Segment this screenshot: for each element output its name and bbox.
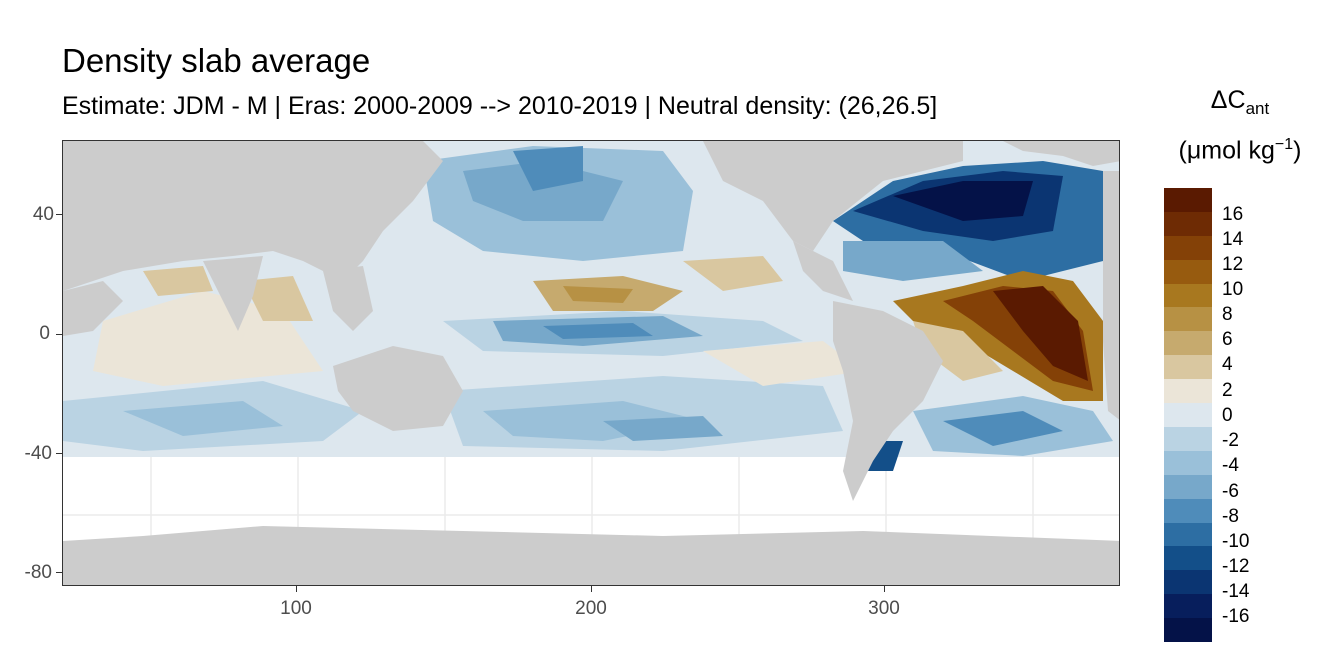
legend-label: 16 xyxy=(1222,204,1244,225)
legend-symbol: ΔC xyxy=(1210,86,1246,114)
land-masses xyxy=(63,141,1119,585)
legend-swatch xyxy=(1164,307,1212,332)
y-tick-mark xyxy=(56,334,62,335)
legend-label: 14 xyxy=(1222,229,1244,250)
legend-label: -6 xyxy=(1222,481,1239,502)
x-tick-label: 100 xyxy=(280,598,312,619)
x-tick-mark xyxy=(296,586,297,592)
map-svg xyxy=(63,141,1119,585)
legend-label: 8 xyxy=(1222,304,1233,325)
legend-units-main: (μmol kg xyxy=(1178,136,1275,165)
plot-subtitle: Estimate: JDM - M | Eras: 2000-2009 --> … xyxy=(62,92,938,120)
legend-label: 6 xyxy=(1222,329,1233,350)
legend-swatch xyxy=(1164,283,1212,308)
legend-label: 4 xyxy=(1222,354,1233,375)
anomaly-patches xyxy=(63,146,1113,471)
y-tick-mark xyxy=(56,572,62,573)
plot-title: Density slab average xyxy=(62,42,371,79)
y-tick-label: -40 xyxy=(24,443,52,464)
legend-label: 2 xyxy=(1222,380,1233,401)
map-panel xyxy=(62,140,1120,586)
legend-label: -16 xyxy=(1222,606,1250,627)
legend-label: 10 xyxy=(1222,279,1244,300)
legend-swatch xyxy=(1164,379,1212,404)
legend-swatch xyxy=(1164,450,1212,476)
y-tick-label: -80 xyxy=(24,562,52,583)
legend-label: -2 xyxy=(1222,430,1239,451)
y-tick-mark xyxy=(56,453,62,454)
legend-swatch xyxy=(1164,259,1212,285)
legend-colorbar xyxy=(1164,188,1212,643)
x-tick-label: 300 xyxy=(868,598,900,619)
y-tick-label: 40 xyxy=(32,204,54,225)
legend-title: ΔCant xyxy=(1160,86,1320,119)
legend-units-close: ) xyxy=(1293,136,1302,165)
x-tick-label: 200 xyxy=(575,598,607,619)
legend-label: -4 xyxy=(1222,455,1239,476)
y-tick-label: 0 xyxy=(39,323,50,344)
legend-swatch xyxy=(1164,331,1212,356)
x-tick-mark xyxy=(884,586,885,592)
legend-swatch xyxy=(1164,522,1212,547)
legend-label: -8 xyxy=(1222,506,1239,527)
legend-swatch xyxy=(1164,235,1212,261)
legend-swatch xyxy=(1164,403,1212,428)
legend-swatch xyxy=(1164,211,1212,237)
legend-label: -10 xyxy=(1222,531,1250,552)
legend-swatch xyxy=(1164,188,1212,213)
legend-swatch xyxy=(1164,546,1212,571)
legend-swatch xyxy=(1164,426,1212,452)
legend-label: 12 xyxy=(1222,254,1244,275)
legend-label: -14 xyxy=(1222,581,1250,602)
legend-swatch xyxy=(1164,618,1212,643)
legend-swatch xyxy=(1164,570,1212,595)
legend-swatch xyxy=(1164,355,1212,380)
legend-swatch xyxy=(1164,498,1212,524)
legend-swatch xyxy=(1164,474,1212,500)
y-tick-mark xyxy=(56,214,62,215)
legend-units-sup: −1 xyxy=(1274,136,1294,153)
legend-units: (μmol kg−1) xyxy=(1160,136,1320,165)
legend-swatch xyxy=(1164,594,1212,619)
x-tick-mark xyxy=(591,586,592,592)
legend-label: -12 xyxy=(1222,556,1250,577)
legend-subscript: ant xyxy=(1245,99,1270,118)
legend-label: 0 xyxy=(1222,405,1233,426)
